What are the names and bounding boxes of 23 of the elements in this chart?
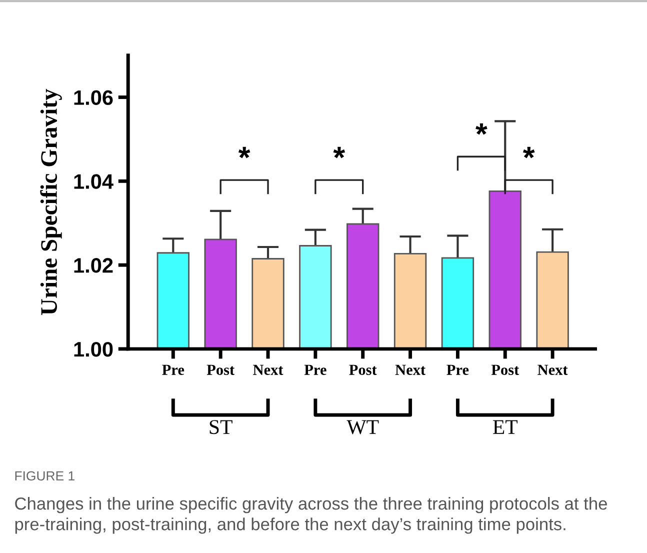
text: WT bbox=[346, 420, 379, 434]
text: Changes in the urine specific gravity across the three training protocols at the pre-training, post-training, and before the next day’s training time points. bbox=[15, 497, 607, 534]
x-tick-label: Next bbox=[395, 364, 426, 375]
y-tick-label: 1.02 bbox=[74, 258, 113, 273]
x-tick-label: Next bbox=[253, 364, 284, 375]
y-tick-label: 1.04 bbox=[74, 174, 114, 189]
x-tick-label: Post bbox=[206, 364, 235, 375]
annotation: * bbox=[522, 146, 535, 158]
annotation: * bbox=[333, 146, 346, 158]
x-tick-label: Post bbox=[491, 364, 520, 375]
caption: FIGURE 1 bbox=[15, 471, 74, 481]
y-tick-label: 1.06 bbox=[74, 90, 113, 106]
text: ET bbox=[493, 420, 518, 434]
x-tick-label: Pre bbox=[162, 364, 184, 375]
annotation: * bbox=[476, 123, 488, 135]
x-tick-label: Post bbox=[349, 364, 377, 375]
y-axis-title: Urine Specific Gravity bbox=[40, 88, 62, 315]
annotation: * bbox=[238, 146, 250, 158]
text: ST bbox=[210, 420, 232, 434]
x-tick-label: Next bbox=[538, 364, 568, 375]
x-tick-label: Pre bbox=[304, 364, 326, 375]
x-tick-label: Pre bbox=[446, 364, 469, 375]
y-tick-label: 1.00 bbox=[74, 342, 113, 357]
